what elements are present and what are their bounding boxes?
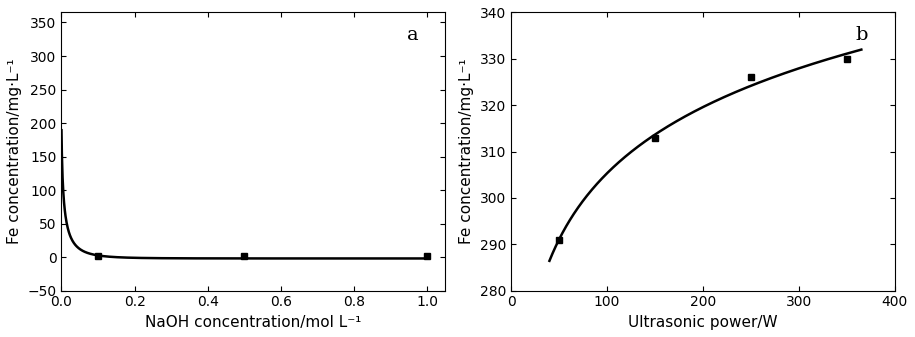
X-axis label: Ultrasonic power/W: Ultrasonic power/W — [629, 315, 778, 330]
Text: a: a — [407, 26, 418, 44]
Text: b: b — [856, 26, 868, 44]
Y-axis label: Fe concentration/mg·L⁻¹: Fe concentration/mg·L⁻¹ — [7, 59, 22, 244]
X-axis label: NaOH concentration/mol L⁻¹: NaOH concentration/mol L⁻¹ — [145, 315, 361, 330]
Y-axis label: Fe concentration/mg·L⁻¹: Fe concentration/mg·L⁻¹ — [459, 59, 474, 244]
